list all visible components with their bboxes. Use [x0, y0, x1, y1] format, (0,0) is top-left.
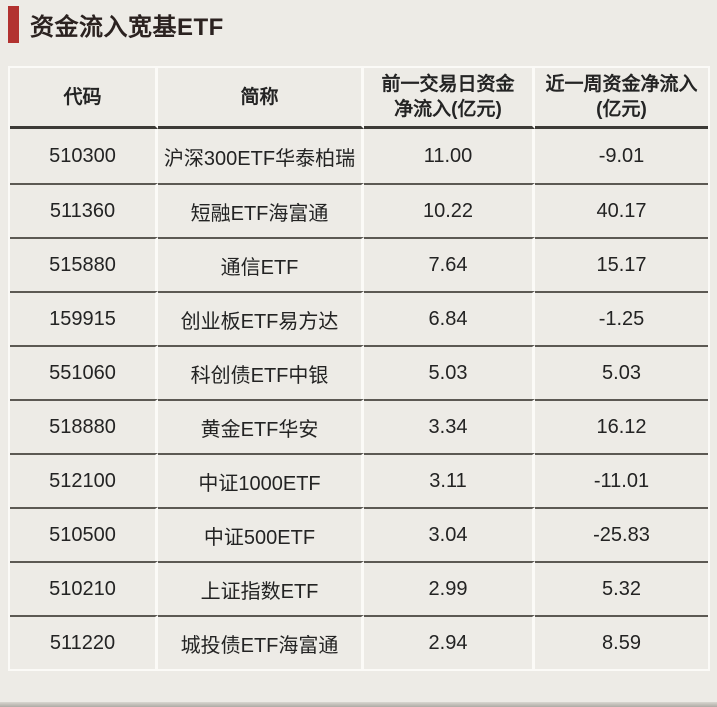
cell-prev_day_net_inflow: 2.94	[364, 615, 535, 669]
table-header-row: 代码 简称 前一交易日资金 净流入(亿元) 近一周资金净流入 (亿元)	[10, 68, 708, 129]
table-row: 511360 短融ETF海富通 10.22 40.17	[10, 183, 708, 237]
etf-inflow-table: 代码 简称 前一交易日资金 净流入(亿元) 近一周资金净流入 (亿元) 5103…	[10, 68, 708, 669]
column-header-code: 代码	[10, 68, 158, 129]
cell-name: 科创债ETF中银	[158, 345, 364, 399]
cell-prev_day_net_inflow: 5.03	[364, 345, 535, 399]
cell-name: 沪深300ETF华泰柏瑞	[158, 129, 364, 183]
column-header-name: 简称	[158, 68, 364, 129]
cell-prev_day_net_inflow: 11.00	[364, 129, 535, 183]
cell-code: 512100	[10, 453, 158, 507]
table-row: 518880 黄金ETF华安 3.34 16.12	[10, 399, 708, 453]
cell-code: 511220	[10, 615, 158, 669]
table-body: 510300 沪深300ETF华泰柏瑞 11.00 -9.01 511360 短融ETF海…	[10, 129, 708, 669]
cell-prev_day_net_inflow: 7.64	[364, 237, 535, 291]
column-header-week-inflow: 近一周资金净流入 (亿元)	[535, 68, 708, 129]
cell-name: 城投债ETF海富通	[158, 615, 364, 669]
page-title: 资金流入宽基ETF	[30, 13, 224, 41]
title-block: 资金流入宽基ETF	[0, 0, 717, 43]
cell-code: 510210	[10, 561, 158, 615]
etf-inflow-table-wrap: 代码 简称 前一交易日资金 净流入(亿元) 近一周资金净流入 (亿元) 5103…	[8, 66, 710, 671]
cell-name: 中证500ETF	[158, 507, 364, 561]
table-row: 551060 科创债ETF中银 5.03 5.03	[10, 345, 708, 399]
cell-week_net_inflow: -25.83	[535, 507, 708, 561]
cell-week_net_inflow: 5.32	[535, 561, 708, 615]
cell-prev_day_net_inflow: 10.22	[364, 183, 535, 237]
cell-week_net_inflow: 40.17	[535, 183, 708, 237]
cell-code: 511360	[10, 183, 158, 237]
cell-name: 创业板ETF易方达	[158, 291, 364, 345]
cell-week_net_inflow: 8.59	[535, 615, 708, 669]
title-accent-bar	[8, 5, 19, 43]
cell-week_net_inflow: -1.25	[535, 291, 708, 345]
cell-name: 中证1000ETF	[158, 453, 364, 507]
cell-prev_day_net_inflow: 6.84	[364, 291, 535, 345]
cell-code: 518880	[10, 399, 158, 453]
cell-prev_day_net_inflow: 2.99	[364, 561, 535, 615]
cell-code: 159915	[10, 291, 158, 345]
cell-code: 510300	[10, 129, 158, 183]
cell-week_net_inflow: 16.12	[535, 399, 708, 453]
column-header-prev-day-inflow: 前一交易日资金 净流入(亿元)	[364, 68, 535, 129]
table-row: 510300 沪深300ETF华泰柏瑞 11.00 -9.01	[10, 129, 708, 183]
cell-week_net_inflow: -9.01	[598, 144, 645, 167]
cell-prev_day_net_inflow: 3.04	[364, 507, 535, 561]
cell-week_net_inflow: 5.03	[535, 345, 708, 399]
cell-code: 551060	[10, 345, 158, 399]
table-row: 512100 中证1000ETF 3.11 -11.01	[10, 453, 708, 507]
table-row: 511220 城投债ETF海富通 2.94 8.59	[10, 615, 708, 669]
cell-code: 510500	[10, 507, 158, 561]
cell-code: 515880	[10, 237, 158, 291]
table-row: 510500 中证500ETF 3.04 -25.83	[10, 507, 708, 561]
cell-name: 通信ETF	[158, 237, 364, 291]
cell-name: 短融ETF海富通	[158, 183, 364, 237]
table-row: 159915 创业板ETF易方达 6.84 -1.25	[10, 291, 708, 345]
cell-name: 黄金ETF华安	[158, 399, 364, 453]
cell-prev_day_net_inflow: 3.34	[364, 399, 535, 453]
cell-week_net_inflow: 15.17	[535, 237, 708, 291]
cell-prev_day_net_inflow: 3.11	[364, 453, 535, 507]
cell-name: 上证指数ETF	[158, 561, 364, 615]
cell-week_net_inflow: -11.01	[535, 453, 708, 507]
table-row: 515880 通信ETF 7.64 15.17	[10, 237, 708, 291]
table-row: 510210 上证指数ETF 2.99 5.32	[10, 561, 708, 615]
bottom-edge-shadow	[0, 702, 717, 707]
